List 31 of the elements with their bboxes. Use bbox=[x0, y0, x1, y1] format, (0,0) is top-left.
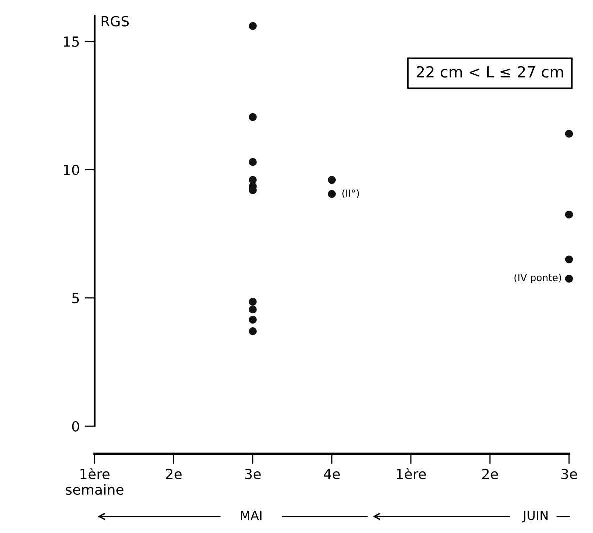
y-tick-label: 0 bbox=[72, 421, 80, 432]
x-tick-label: 4e bbox=[324, 469, 340, 480]
x-tick-label: 1ère semaine bbox=[66, 468, 124, 496]
point bbox=[249, 298, 257, 306]
point bbox=[249, 306, 257, 314]
x-tick-label: 3e bbox=[562, 469, 578, 480]
x-tick-label: 2e bbox=[166, 469, 182, 480]
annotation: 22 cm < L ≤ 27 cm bbox=[416, 66, 564, 78]
x-tick-label: 3e bbox=[245, 469, 261, 480]
point bbox=[249, 113, 257, 122]
point bbox=[249, 22, 257, 30]
point bbox=[565, 210, 574, 219]
y-tick-label: 5 bbox=[72, 293, 80, 304]
y-tick-label: 10 bbox=[64, 164, 80, 176]
point bbox=[565, 256, 574, 264]
y-tick-label: 15 bbox=[64, 36, 80, 48]
annotation: (IV ponte) bbox=[514, 274, 562, 284]
point bbox=[565, 130, 574, 138]
point bbox=[249, 316, 257, 324]
annotation: (II°) bbox=[342, 190, 360, 198]
text: JUIN bbox=[522, 511, 548, 523]
point bbox=[249, 328, 257, 336]
text: MAI bbox=[241, 511, 262, 520]
point bbox=[249, 176, 257, 184]
x-tick-label: 1ère bbox=[397, 468, 426, 480]
point bbox=[565, 274, 574, 283]
y-axis-title: RGS bbox=[102, 16, 130, 27]
point bbox=[249, 158, 257, 166]
point bbox=[328, 190, 336, 198]
point bbox=[328, 176, 336, 184]
x-tick-label: 2e bbox=[482, 469, 498, 480]
